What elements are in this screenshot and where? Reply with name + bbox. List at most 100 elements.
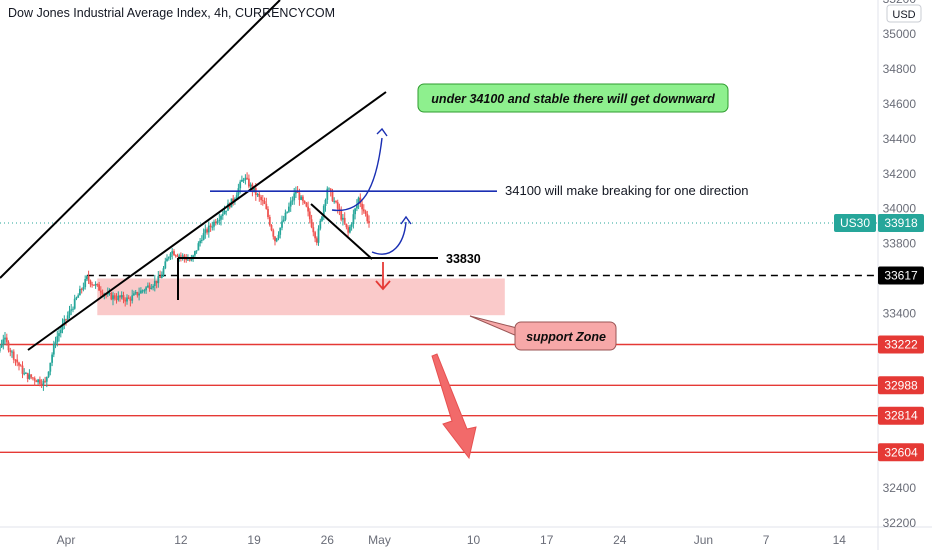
candle-body [63,319,66,324]
candle-body [16,359,19,363]
x-tick-label: May [368,533,391,547]
candle-body [106,293,109,295]
candle-body [0,344,3,348]
x-tick-label: 10 [467,533,481,547]
candle-body [315,238,318,243]
candle-body [241,179,243,182]
candle-body [361,203,363,210]
candle-body [136,292,139,296]
candle-body [115,298,118,300]
candle-body [279,227,282,235]
candle-body [52,344,55,355]
candle-body [314,232,316,239]
candle-body [9,350,12,352]
x-tick-label: 14 [833,533,847,547]
candle-body [124,299,127,302]
candle-body [108,293,111,295]
candle-body [312,227,315,233]
y-tick-label: 35200 [883,0,917,6]
level-price-tag [878,406,924,425]
candle-body [354,208,356,215]
candle-body [345,223,348,228]
candle-body [343,217,346,224]
candle-body [310,219,313,228]
candle-body [94,284,97,286]
candle-body [272,230,275,237]
candle-body [329,188,332,192]
candle-body [44,380,46,382]
candle-body [331,191,334,202]
candle-body [277,234,280,239]
candle-body [14,359,17,361]
candle-body [362,209,365,212]
candle-body [35,380,38,383]
candle-body [101,292,104,295]
candle-body [112,295,114,300]
level-price-tag [878,335,924,354]
candle-body [296,191,299,193]
candle-body [79,288,81,296]
candle-body [207,225,210,233]
candle-body [5,337,8,343]
candle-body [82,287,85,290]
candle-body [359,197,362,204]
currency-button[interactable]: USD [886,4,922,23]
candle-body [321,216,323,221]
candle-body [197,243,200,251]
candle-body [119,295,121,298]
candle-body [61,324,64,330]
currency-button-label: USD [892,9,915,21]
support-zone-layer [97,278,505,316]
candle-body [40,383,43,386]
candle-body [190,259,193,261]
neckline-label: 33830 [446,252,481,266]
candle-body [140,290,142,294]
candle-body [11,351,13,353]
candle-body [253,188,255,191]
candle-body [352,214,355,224]
candle-body [288,206,290,212]
candle-body [91,284,93,286]
x-tick-label: 19 [247,533,261,547]
candle-body [70,309,73,311]
last-price-tag-text: 33918 [884,216,918,230]
candle-body [110,293,113,300]
candle-body [194,251,196,256]
falling-wedge-line [310,203,373,260]
candle-body [176,255,179,257]
candle-body [133,293,135,296]
candle-body [289,201,292,207]
candle-body [188,259,191,261]
candle-body [73,298,76,309]
candle-body [75,297,78,299]
candle-body [72,308,74,310]
candle-body [86,276,88,280]
candle-body [65,319,67,321]
candle-body [291,200,294,202]
candle-body [307,206,309,212]
x-tick-label: 24 [613,533,627,547]
green-callout [417,83,729,113]
candle-body [220,216,222,220]
candle-body [328,188,330,190]
candle-body [138,293,140,296]
candle-body [242,179,245,181]
candle-body [258,194,261,197]
candle-body [183,255,186,258]
candle-body [256,194,259,196]
candle-body [263,201,266,204]
candle-body [281,221,283,228]
candle-body [298,192,301,200]
candle-body [147,285,149,288]
candle-body [89,280,92,285]
candle-body [150,287,153,289]
symbol-tag [834,214,876,232]
candle-body [54,342,57,344]
candle-body [42,380,45,386]
candle-body [113,295,116,299]
candle-body [153,280,156,286]
candle-body [216,221,219,224]
candle-body [202,233,205,240]
candle-body [239,181,242,189]
